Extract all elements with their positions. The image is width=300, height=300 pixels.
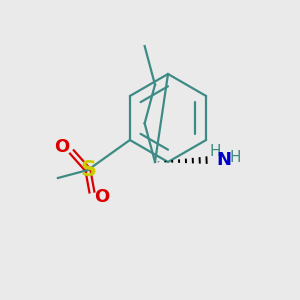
Text: O: O (94, 188, 110, 206)
Text: S: S (80, 160, 96, 180)
Text: O: O (54, 138, 70, 156)
Text: H: H (209, 143, 221, 158)
Text: H: H (229, 151, 241, 166)
Text: N: N (217, 151, 232, 169)
